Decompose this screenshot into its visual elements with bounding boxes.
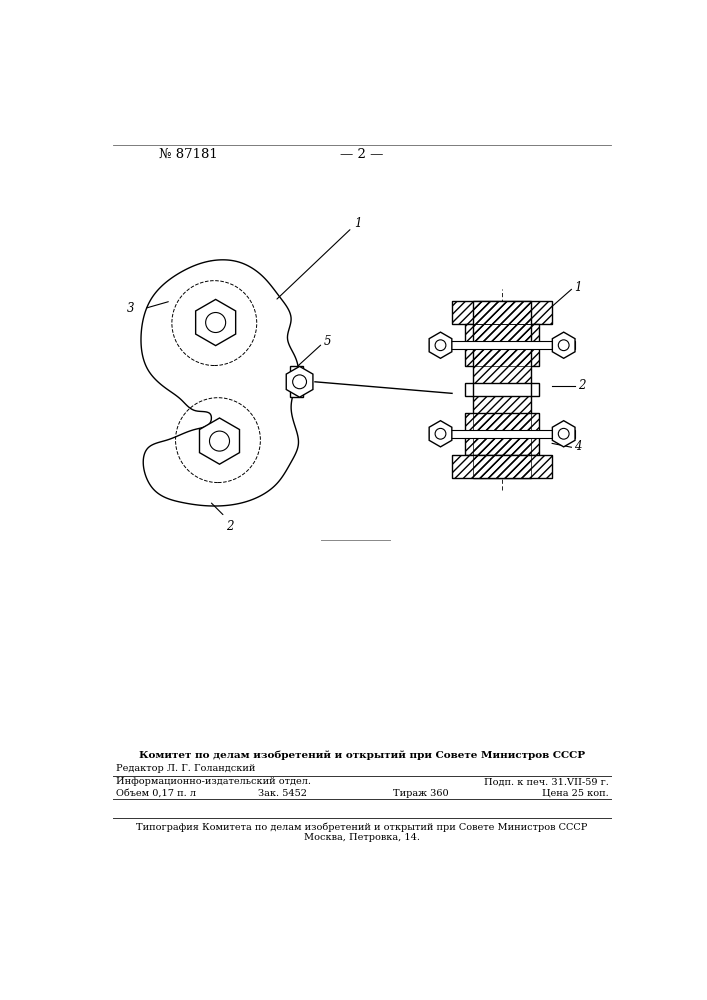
- Text: 2: 2: [226, 520, 234, 533]
- Text: Объем 0,17 п. л: Объем 0,17 п. л: [115, 789, 196, 798]
- Bar: [429, 430, 575, 438]
- Text: 1: 1: [573, 281, 581, 294]
- Bar: [452, 301, 552, 324]
- Circle shape: [293, 375, 307, 389]
- Text: Редактор Л. Г. Голандский: Редактор Л. Г. Голандский: [115, 764, 255, 773]
- Bar: [465, 413, 539, 455]
- Text: Цена 25 коп.: Цена 25 коп.: [542, 789, 609, 798]
- Bar: [429, 341, 575, 349]
- Text: — 2 —: — 2 —: [340, 148, 384, 161]
- Circle shape: [209, 431, 230, 451]
- Circle shape: [435, 340, 446, 351]
- Bar: [291, 366, 303, 397]
- Bar: [465, 324, 539, 366]
- Text: 1: 1: [354, 217, 362, 230]
- Polygon shape: [429, 421, 452, 447]
- Bar: [465, 324, 539, 366]
- Circle shape: [559, 428, 569, 439]
- Polygon shape: [196, 299, 235, 346]
- Text: № 87181: № 87181: [160, 148, 218, 161]
- Polygon shape: [199, 418, 240, 464]
- Circle shape: [435, 428, 446, 439]
- Bar: [452, 301, 552, 324]
- Text: Информационно-издательский отдел.: Информационно-издательский отдел.: [115, 777, 310, 786]
- Polygon shape: [286, 366, 313, 397]
- Text: 2: 2: [578, 379, 585, 392]
- Text: Подп. к печ. 31.VII-59 г.: Подп. к печ. 31.VII-59 г.: [484, 777, 609, 786]
- Polygon shape: [429, 332, 452, 358]
- Text: 3: 3: [127, 302, 135, 315]
- Bar: [452, 455, 552, 478]
- Circle shape: [206, 312, 226, 333]
- Text: 5: 5: [325, 335, 332, 348]
- Bar: [465, 413, 539, 455]
- Text: Комитет по делам изобретений и открытий при Совете Министров СССР: Комитет по делам изобретений и открытий …: [139, 750, 585, 760]
- Text: Тираж 360: Тираж 360: [393, 789, 449, 798]
- Text: 4: 4: [573, 440, 581, 453]
- Text: Типография Комитета по делам изобретений и открытий при Совете Министров СССР: Типография Комитета по делам изобретений…: [136, 822, 588, 832]
- Text: Зак. 5452: Зак. 5452: [258, 789, 307, 798]
- Bar: [452, 455, 552, 478]
- Polygon shape: [141, 260, 298, 506]
- Bar: [473, 301, 532, 478]
- Polygon shape: [552, 421, 575, 447]
- Polygon shape: [552, 332, 575, 358]
- Bar: [465, 383, 539, 396]
- Circle shape: [559, 340, 569, 351]
- Text: Москва, Петровка, 14.: Москва, Петровка, 14.: [304, 833, 420, 842]
- Bar: [473, 301, 532, 478]
